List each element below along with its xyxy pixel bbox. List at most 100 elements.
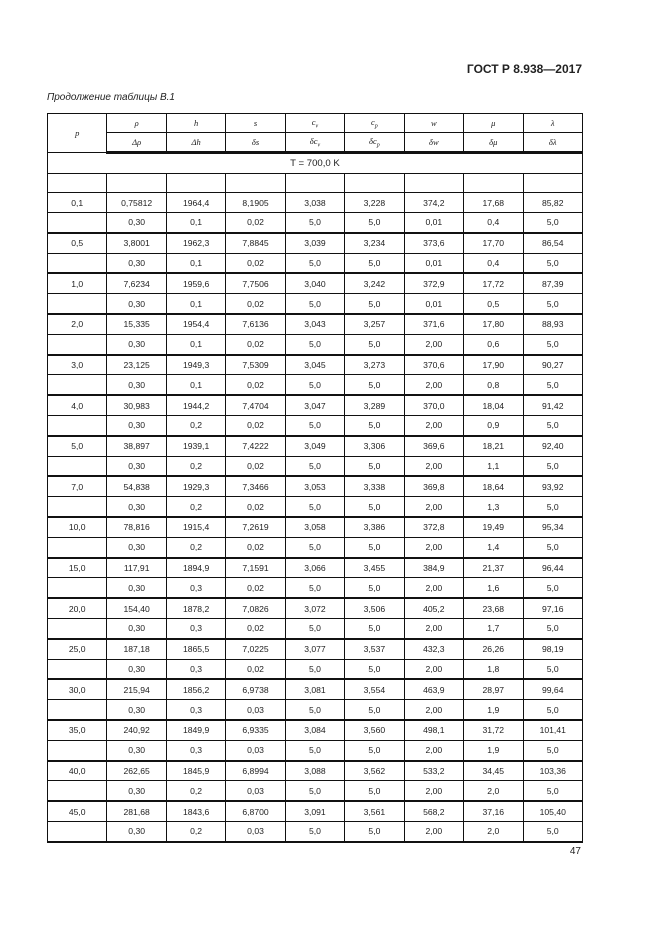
value-cell: 6,9738 <box>225 678 286 701</box>
uncertainty-cell: 5,0 <box>344 536 405 559</box>
uncertainty-cell: 0,6 <box>463 333 524 356</box>
table-row-values: 0,5 3,8001 1962,3 7,8845 3,039 3,234 373,6 17,7… <box>46 232 583 254</box>
value-cell: 3,043 <box>284 313 346 335</box>
pressure-cell: 40,0 <box>46 760 108 782</box>
value-cell: 3,077 <box>284 638 346 660</box>
uncertainty-cell: 5,0 <box>522 780 583 803</box>
value-cell: 3,081 <box>284 678 346 701</box>
uncertainty-cell: 1,9 <box>463 699 524 722</box>
uncertainty-cell: 5,0 <box>284 820 346 843</box>
value-cell: 18,21 <box>463 435 524 457</box>
table-row-values: 4,0 30,983 1944,2 7,4704 3,047 3,289 370,0 18,0… <box>46 394 583 417</box>
uncertainty-cell: 0,03 <box>225 820 286 843</box>
empty-cell <box>46 739 108 762</box>
header-row-uncertainties: Δρ Δh δs δcv δcp δw δμ δλ <box>48 132 583 154</box>
value-cell: 8,1905 <box>225 192 286 214</box>
value-cell: 7,0826 <box>225 597 286 620</box>
uncertainty-cell: 0,8 <box>463 374 524 397</box>
uncertainty-cell: 5,0 <box>284 252 346 275</box>
value-cell: 93,92 <box>522 475 583 498</box>
uncertainty-cell: 0,1 <box>165 212 227 234</box>
uncertainty-cell: 2,00 <box>403 618 465 640</box>
uncertainty-cell: 2,00 <box>403 496 465 519</box>
value-cell: 88,93 <box>522 313 583 335</box>
empty-cell <box>46 536 108 559</box>
table-row-values: 5,0 38,897 1939,1 7,4222 3,049 3,306 369,6 18,2… <box>46 435 583 457</box>
pressure-cell: 4,0 <box>46 394 108 417</box>
empty-cell <box>46 820 108 843</box>
value-cell: 91,42 <box>522 394 583 417</box>
header-uncertainty: Δρ <box>106 132 167 154</box>
uncertainty-cell: 0,2 <box>165 780 227 803</box>
value-cell: 533,2 <box>403 760 465 782</box>
uncertainty-cell: 5,0 <box>522 699 583 722</box>
value-cell: 1845,9 <box>165 760 227 782</box>
uncertainty-cell: 2,0 <box>463 820 524 843</box>
value-cell: 3,228 <box>344 192 405 214</box>
value-cell: 1915,4 <box>165 516 227 538</box>
uncertainty-cell: 0,30 <box>106 455 167 478</box>
uncertainty-cell: 0,02 <box>225 212 286 234</box>
value-cell: 1939,1 <box>165 435 227 457</box>
uncertainty-cell: 2,00 <box>403 577 465 600</box>
uncertainty-cell: 0,30 <box>106 577 167 600</box>
uncertainty-cell: 0,01 <box>403 212 465 234</box>
value-cell: 154,40 <box>106 597 167 620</box>
uncertainty-cell: 0,30 <box>106 536 167 559</box>
value-cell: 6,8700 <box>225 800 286 823</box>
value-cell: 1849,9 <box>165 719 227 741</box>
uncertainty-cell: 0,02 <box>225 374 286 397</box>
table-row-values: 3,0 23,125 1949,3 7,5309 3,045 3,273 370,6 17,9… <box>46 354 583 376</box>
uncertainty-cell: 0,1 <box>165 293 227 316</box>
uncertainty-cell: 0,1 <box>165 333 227 356</box>
uncertainty-cell: 0,01 <box>403 293 465 316</box>
value-cell: 92,40 <box>522 435 583 457</box>
uncertainty-cell: 0,5 <box>463 293 524 316</box>
uncertainty-cell: 2,00 <box>403 374 465 397</box>
uncertainty-cell: 0,3 <box>165 699 227 722</box>
uncertainty-cell: 1,9 <box>463 739 524 762</box>
value-cell: 3,047 <box>284 394 346 417</box>
table-row-values: 30,0 215,94 1856,2 6,9738 3,081 3,554 463,9 28,… <box>46 678 583 701</box>
uncertainty-cell: 0,30 <box>106 699 167 722</box>
table-row-values: 20,0 154,40 1878,2 7,0826 3,072 3,506 405,2 23,… <box>46 597 583 620</box>
empty-row <box>46 172 583 194</box>
uncertainty-cell: 2,00 <box>403 536 465 559</box>
value-cell: 3,455 <box>344 557 405 579</box>
header-p: p <box>46 113 108 153</box>
value-cell: 1865,5 <box>165 638 227 660</box>
value-cell: 3,058 <box>284 516 346 538</box>
pressure-cell: 15,0 <box>46 557 108 579</box>
pressure-cell: 0,1 <box>46 192 108 214</box>
uncertainty-cell: 0,01 <box>403 252 465 275</box>
uncertainty-cell: 5,0 <box>344 820 405 843</box>
value-cell: 15,335 <box>106 313 167 335</box>
uncertainty-cell: 2,00 <box>403 333 465 356</box>
uncertainty-cell: 5,0 <box>284 699 346 722</box>
value-cell: 1843,6 <box>165 800 227 823</box>
table-row-uncertainties: 0,30 0,2 0,02 5,0 5,0 2,00 1,4 5,0 <box>46 536 583 559</box>
value-cell: 101,41 <box>522 719 583 741</box>
value-cell: 6,9335 <box>225 719 286 741</box>
value-cell: 23,68 <box>463 597 524 620</box>
value-cell: 568,2 <box>403 800 465 823</box>
empty-cell <box>46 496 108 519</box>
value-cell: 31,72 <box>463 719 524 741</box>
pressure-cell: 7,0 <box>46 475 108 498</box>
table-row-uncertainties: 0,30 0,1 0,02 5,0 5,0 2,00 0,6 5,0 <box>46 333 583 356</box>
uncertainty-cell: 0,03 <box>225 699 286 722</box>
value-cell: 38,897 <box>106 435 167 457</box>
value-cell: 463,9 <box>403 678 465 701</box>
value-cell: 3,049 <box>284 435 346 457</box>
value-cell: 103,36 <box>522 760 583 782</box>
uncertainty-cell: 0,2 <box>165 415 227 437</box>
uncertainty-cell: 2,00 <box>403 780 465 803</box>
value-cell: 3,537 <box>344 638 405 660</box>
empty-cell <box>46 374 108 397</box>
uncertainty-cell: 5,0 <box>522 536 583 559</box>
value-cell: 17,68 <box>463 192 524 214</box>
value-cell: 3,8001 <box>106 232 167 254</box>
value-cell: 373,6 <box>403 232 465 254</box>
uncertainty-cell: 5,0 <box>284 658 346 681</box>
uncertainty-cell: 0,02 <box>225 536 286 559</box>
